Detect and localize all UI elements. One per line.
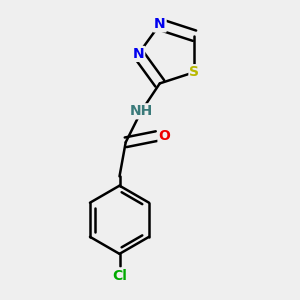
- Text: S: S: [189, 65, 200, 79]
- Text: O: O: [158, 129, 170, 143]
- Text: Cl: Cl: [112, 268, 127, 283]
- Text: N: N: [133, 47, 144, 61]
- Text: NH: NH: [130, 104, 153, 118]
- Text: N: N: [154, 17, 166, 32]
